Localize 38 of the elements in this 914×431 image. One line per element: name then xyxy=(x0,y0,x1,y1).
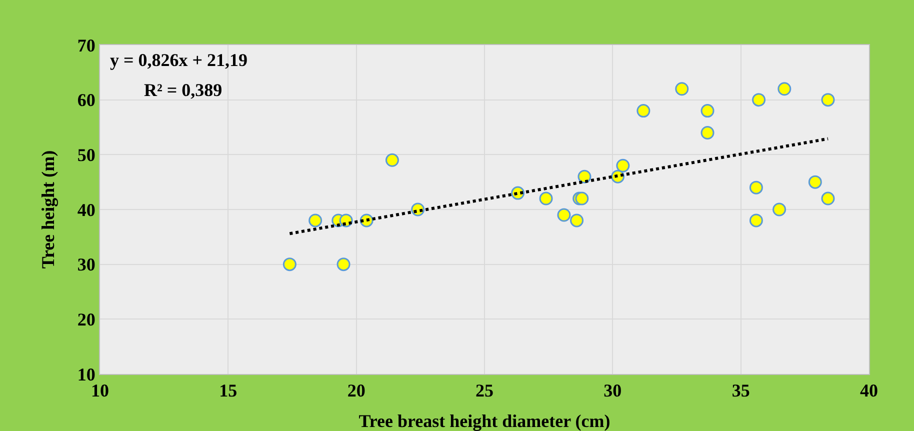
point xyxy=(752,93,766,107)
annotation: y = 0,826x + 21,19 xyxy=(110,50,248,70)
x-tick-label: 25 xyxy=(476,380,494,401)
x-tick-label: 20 xyxy=(347,380,366,401)
x-tick-label: 40 xyxy=(860,380,878,401)
point xyxy=(821,192,835,206)
point xyxy=(282,258,296,272)
point xyxy=(772,202,786,216)
annotation: R² = 0,389 xyxy=(144,80,222,100)
y-tick-label: 20 xyxy=(77,309,96,330)
y-tick-label: 60 xyxy=(77,90,96,110)
x-tick-label: 35 xyxy=(732,380,750,401)
y-tick-label: 50 xyxy=(77,144,96,165)
point xyxy=(336,258,350,272)
point xyxy=(557,208,571,222)
point xyxy=(308,214,322,228)
x-axis-title: Tree breast height diameter (cm) xyxy=(358,411,610,431)
point xyxy=(578,170,592,184)
y-tick-label: 30 xyxy=(77,254,96,275)
y-tick-label: 70 xyxy=(77,35,96,56)
x-tick-label: 15 xyxy=(219,380,238,401)
point xyxy=(808,175,822,189)
point xyxy=(575,192,589,206)
point xyxy=(675,82,689,96)
point xyxy=(700,104,714,118)
x-tick-label: 30 xyxy=(604,380,622,401)
point xyxy=(700,126,714,140)
point xyxy=(749,180,763,194)
y-tick-label: 40 xyxy=(77,200,96,220)
point xyxy=(570,214,584,228)
point xyxy=(778,82,792,96)
point xyxy=(539,192,553,206)
point xyxy=(821,93,835,107)
point xyxy=(636,104,650,118)
point xyxy=(616,158,630,172)
y-axis-title: Tree height (m) xyxy=(38,150,58,269)
point xyxy=(385,153,399,167)
point xyxy=(749,214,763,228)
